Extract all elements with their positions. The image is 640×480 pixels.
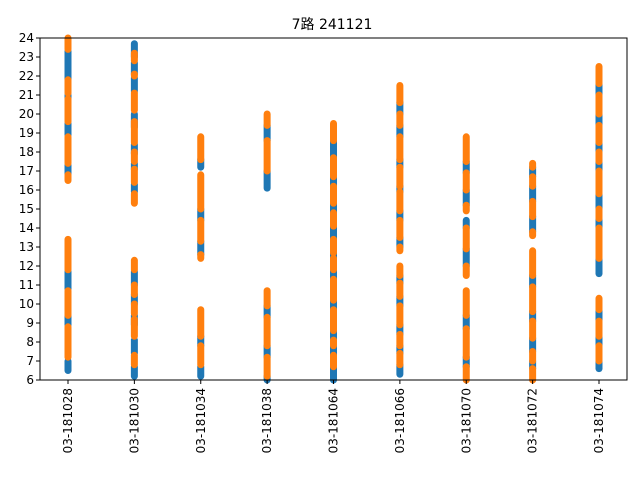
y-tick-label: 14 <box>19 221 34 235</box>
y-tick-label: 17 <box>19 164 34 178</box>
y-tick-label: 10 <box>19 297 34 311</box>
x-tick-label: 03-181072 <box>526 388 540 453</box>
y-tick-label: 7 <box>26 354 34 368</box>
y-tick-label: 12 <box>19 259 34 273</box>
y-tick-label: 21 <box>19 88 34 102</box>
x-tick-label: 03-181066 <box>393 388 407 453</box>
y-tick-label: 20 <box>19 107 34 121</box>
y-tick-label: 19 <box>19 126 34 140</box>
chart-title: 7路 241121 <box>292 17 373 33</box>
y-tick-label: 15 <box>19 202 34 216</box>
y-tick-label: 24 <box>19 31 34 45</box>
x-tick-label: 03-181070 <box>459 388 473 453</box>
x-tick-label: 03-181034 <box>194 388 208 453</box>
x-tick-label: 03-181064 <box>327 388 341 453</box>
y-tick-label: 13 <box>19 240 34 254</box>
y-tick-label: 9 <box>26 316 34 330</box>
data-marks <box>64 34 603 384</box>
y-tick-label: 16 <box>19 183 34 197</box>
x-tick-label: 03-181038 <box>260 388 274 453</box>
y-tick-label: 23 <box>19 50 34 64</box>
x-tick-label: 03-181028 <box>61 388 75 453</box>
y-tick-label: 18 <box>19 145 34 159</box>
y-axis: 6 7 8 9 10 11 12 13 14 15 16 17 18 19 20 21 22 23 24 <box>19 31 40 387</box>
y-tick-label: 11 <box>19 278 34 292</box>
y-tick-label: 6 <box>26 373 34 387</box>
x-tick-label: 03-181030 <box>127 388 141 453</box>
x-axis: 03-181028 03-181030 03-181034 03-181038 03-1… <box>61 380 606 453</box>
x-tick-label: 03-181074 <box>592 388 606 453</box>
y-tick-label: 22 <box>19 69 34 83</box>
y-tick-label: 8 <box>26 335 34 349</box>
